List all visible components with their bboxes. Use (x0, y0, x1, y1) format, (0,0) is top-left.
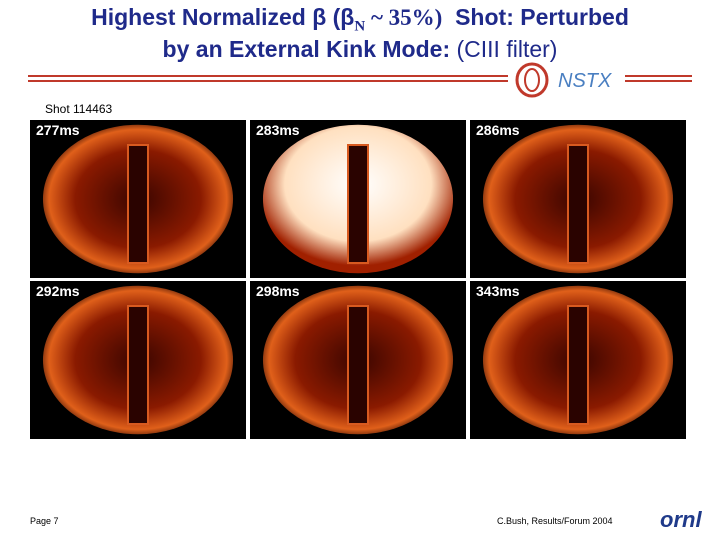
logo-ring (515, 62, 549, 98)
center-stack (347, 144, 369, 264)
frame-label: 283ms (256, 122, 300, 138)
center-stack (567, 144, 589, 264)
frame-label: 277ms (36, 122, 80, 138)
rule (28, 75, 508, 77)
title-text: by an External Kink Mode: (162, 36, 451, 62)
center-stack (567, 305, 589, 425)
frame-label: 343ms (476, 283, 520, 299)
credit: C.Bush, Results/Forum 2004 (497, 516, 613, 526)
frame-label: 286ms (476, 122, 520, 138)
title-text: (CIII filter) (456, 36, 558, 62)
title-text: Highest Normalized β (β (91, 4, 355, 30)
title-text: ~ 35%) (365, 5, 443, 30)
rule (625, 80, 692, 82)
center-stack (347, 305, 369, 425)
title-subscript: N (354, 18, 366, 35)
center-stack (127, 144, 149, 264)
title-line-2: by an External Kink Mode: (CIII filter) (0, 36, 720, 63)
shot-label: Shot 114463 (45, 102, 113, 116)
logo-ring (524, 68, 540, 92)
rule (28, 80, 508, 82)
frame-label: 298ms (256, 283, 300, 299)
center-stack (127, 305, 149, 425)
ornl-logo: ornl (660, 507, 702, 532)
nstx-logo: NSTX (515, 62, 612, 98)
title-line-1: Highest Normalized β (βN ~ 35%) Shot: Pe… (0, 4, 720, 36)
logo-text: NSTX (558, 70, 612, 92)
frame-label: 292ms (36, 283, 80, 299)
rule (625, 75, 692, 77)
title-text: Shot: Perturbed (455, 4, 629, 30)
page-number: Page 7 (30, 516, 59, 526)
